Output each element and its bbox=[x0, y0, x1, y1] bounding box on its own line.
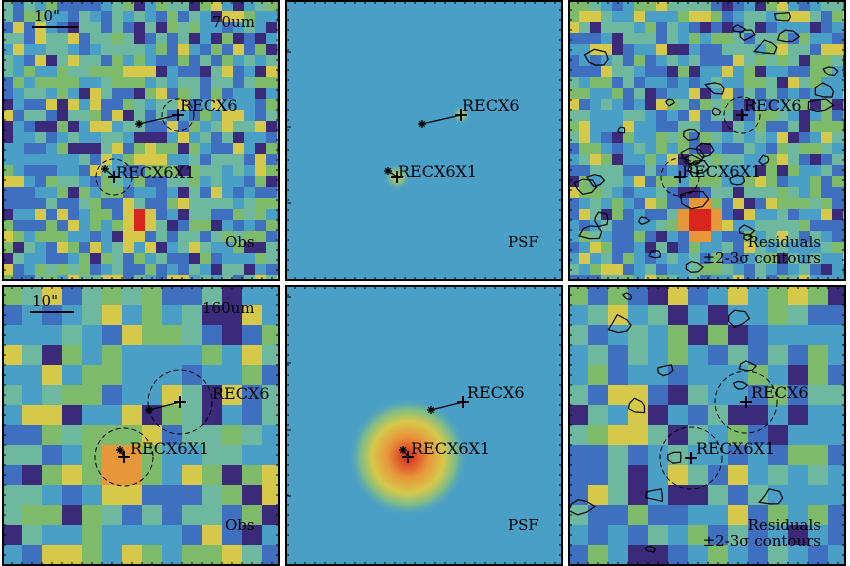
pixel-map bbox=[568, 0, 846, 281]
pixel-map bbox=[2, 285, 280, 566]
star-marker-recx6x1 bbox=[384, 167, 392, 175]
aperture-circle-recx6x1 bbox=[660, 157, 700, 197]
band-label: 70um bbox=[212, 13, 255, 31]
panel-obs-160: RECX6 RECX6X1 160um 10" Obs bbox=[2, 285, 280, 566]
panel-type-label: Residuals bbox=[748, 233, 821, 251]
panel-frame bbox=[285, 285, 563, 566]
psf-background bbox=[285, 0, 563, 281]
aperture-circle-recx6 bbox=[723, 96, 761, 134]
source-label-recx6: RECX6 bbox=[751, 383, 809, 402]
source-label-recx6x1: RECX6X1 bbox=[411, 439, 490, 458]
cross-marker-recx6x1 bbox=[674, 171, 686, 183]
pixel-map bbox=[568, 285, 846, 566]
star-marker-recx6 bbox=[427, 406, 435, 414]
panel-frame bbox=[568, 285, 846, 566]
cross-marker-recx6 bbox=[740, 396, 752, 408]
panel-type-label-2: ±2-3σ contours bbox=[703, 532, 821, 550]
cross-marker-recx6x1 bbox=[118, 451, 130, 463]
star-marker-recx6x1 bbox=[399, 446, 407, 454]
panel-frame bbox=[2, 285, 280, 566]
panel-type-label: PSF bbox=[508, 233, 539, 251]
offset-line-recx6 bbox=[138, 114, 179, 125]
source-label-recx6: RECX6 bbox=[462, 96, 520, 115]
panel-res-160: RECX6 RECX6X1 Residuals±2-3σ contours bbox=[568, 285, 846, 566]
star-marker-recx6x1 bbox=[116, 446, 124, 454]
panel-type-label: PSF bbox=[508, 516, 539, 534]
panel-type-label: Residuals bbox=[748, 516, 821, 534]
aperture-circle-recx6x1 bbox=[95, 158, 133, 196]
panel-psf-160: 2015105RECX6RECX6X1PSF bbox=[285, 285, 563, 566]
cross-marker-recx6x1 bbox=[402, 451, 414, 463]
cross-marker-recx6x1 bbox=[685, 452, 697, 464]
source-label-recx6: RECX6 bbox=[467, 383, 525, 402]
aperture-circle-recx6x1 bbox=[94, 427, 154, 487]
source-label-recx6x1: RECX6X1 bbox=[682, 162, 761, 181]
panel-type-label-2: ±2-3σ contours bbox=[703, 249, 821, 267]
panel-type-label: Obs bbox=[225, 233, 255, 251]
residual-contours bbox=[573, 12, 839, 274]
aperture-circle-recx6 bbox=[161, 98, 195, 132]
cross-marker-recx6x1 bbox=[391, 171, 403, 183]
cross-marker-recx6 bbox=[172, 109, 184, 121]
source-label-recx6x1: RECX6X1 bbox=[116, 163, 195, 182]
star-marker-recx6 bbox=[145, 406, 153, 414]
band-label: 160um bbox=[202, 299, 255, 317]
panel-frame bbox=[568, 0, 846, 281]
panel-frame bbox=[285, 0, 563, 281]
pixel-map bbox=[2, 0, 280, 281]
residual-contours bbox=[568, 292, 784, 553]
cross-marker-recx6x1 bbox=[108, 171, 120, 183]
star-marker-recx6x1 bbox=[101, 165, 109, 173]
panel-type-label: Obs bbox=[225, 516, 255, 534]
cross-marker-recx6 bbox=[457, 396, 469, 408]
source-label-recx6x1: RECX6X1 bbox=[130, 439, 209, 458]
source-label-recx6x1: RECX6X1 bbox=[696, 439, 775, 458]
aperture-circle-recx6 bbox=[147, 369, 213, 435]
source-label-recx6: RECX6 bbox=[180, 96, 238, 115]
scale-bar-label: 10" bbox=[32, 292, 58, 310]
panel-obs-70: RECX6 RECX6X1 70um 10" Obs bbox=[2, 0, 280, 281]
panel-res-70: RECX6 RECX6X1 Residuals±2-3σ contours bbox=[568, 0, 846, 281]
star-marker-recx6 bbox=[135, 120, 143, 128]
offset-line-recx6 bbox=[148, 401, 181, 411]
offset-line-recx6 bbox=[430, 401, 464, 411]
cross-marker-recx6 bbox=[174, 396, 186, 408]
star-marker-recx6 bbox=[418, 120, 426, 128]
panel-frame bbox=[2, 0, 280, 281]
cross-marker-recx6 bbox=[736, 109, 748, 121]
aperture-circle-recx6x1 bbox=[659, 426, 723, 490]
scale-bar-label: 10" bbox=[34, 7, 60, 25]
source-label-recx6: RECX6 bbox=[744, 96, 802, 115]
cross-marker-recx6 bbox=[455, 109, 467, 121]
source-label-recx6: RECX6 bbox=[212, 384, 270, 403]
source-label-recx6x1: RECX6X1 bbox=[398, 162, 477, 181]
offset-line-recx6 bbox=[421, 114, 462, 125]
